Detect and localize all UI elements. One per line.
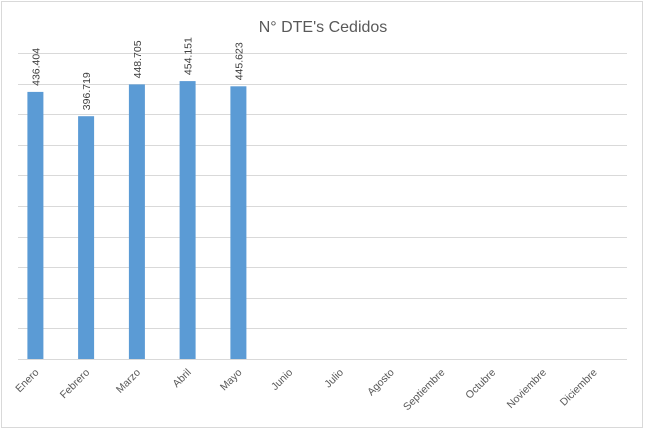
data-label-mayo: 445.623: [233, 42, 245, 80]
x-axis-tick-labels: Enero Febrero Marzo Abril Mayo Junio Julio Agos…: [13, 367, 600, 414]
bar-enero: [27, 91, 44, 360]
gridlines: [18, 53, 627, 360]
bar-abril: [179, 81, 196, 359]
chart-title: N° DTE's Cedidos: [259, 19, 388, 36]
x-tick-noviembre: Noviembre: [505, 367, 549, 411]
data-label-abril: 454.151: [183, 37, 195, 75]
x-tick-mayo: Mayo: [218, 367, 245, 394]
data-label-febrero: 396.719: [81, 72, 93, 110]
x-tick-agosto: Agosto: [365, 367, 397, 399]
bar-marzo: [128, 84, 145, 360]
x-tick-octubre: Octubre: [463, 367, 498, 402]
bar-mayo: [230, 86, 247, 360]
x-tick-abril: Abril: [170, 367, 193, 390]
data-label-marzo: 448.705: [132, 40, 144, 78]
data-label-enero: 436.404: [30, 48, 42, 86]
x-tick-diciembre: Diciembre: [558, 367, 600, 409]
x-tick-julio: Julio: [322, 367, 346, 391]
bars: [27, 81, 247, 360]
x-tick-junio: Junio: [269, 367, 295, 393]
x-tick-febrero: Febrero: [58, 367, 93, 402]
bar-febrero: [78, 116, 95, 359]
x-tick-marzo: Marzo: [114, 367, 143, 396]
x-tick-septiembre: Septiembre: [401, 367, 448, 414]
data-labels: 436.404 396.719 448.705 454.151 445.623: [30, 37, 245, 110]
x-tick-enero: Enero: [13, 367, 41, 395]
